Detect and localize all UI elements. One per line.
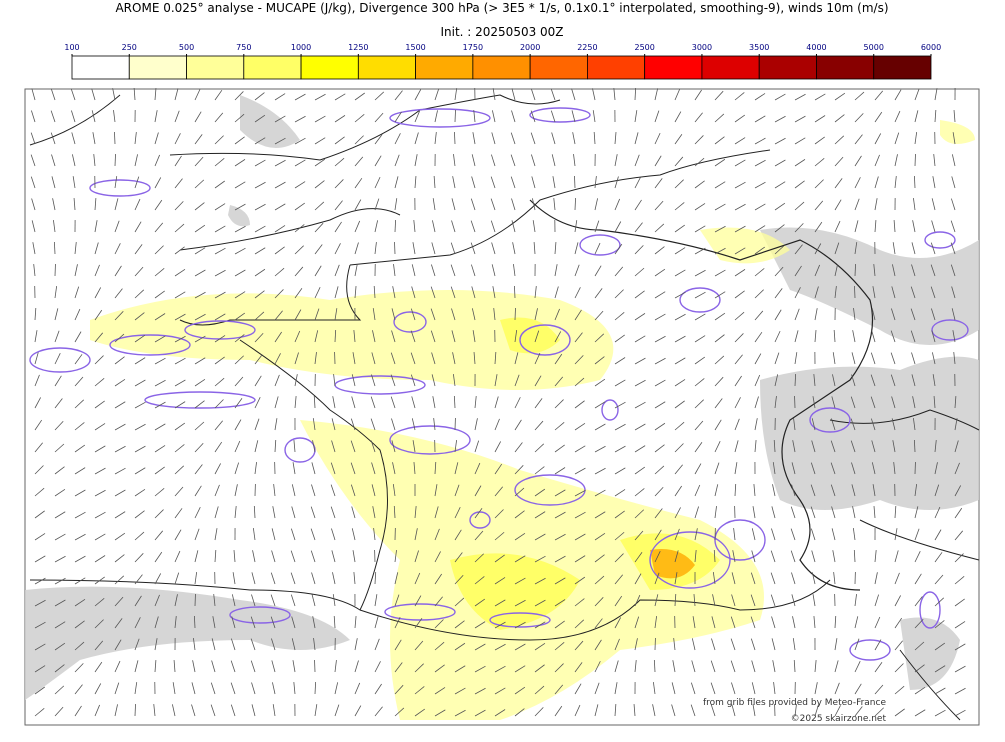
init-time: Init. : 20250503 00Z [440,25,563,39]
wind-barb [454,132,455,144]
colorbar-box [473,56,530,79]
colorbar-label: 750 [236,43,251,52]
wind-barb [854,286,855,298]
colorbar-label: 100 [64,43,79,52]
colorbar-label: 1250 [348,43,368,52]
colorbar-label: 1750 [463,43,483,52]
colorbar-box [129,56,186,79]
map: from grib files provided by Meteo-France… [25,88,979,725]
colorbar-box [587,56,644,79]
colorbar-label: 5000 [864,43,884,52]
colorbar-box [530,56,587,79]
colorbar-box [358,56,415,79]
title: AROME 0.025° analyse - MUCAPE (J/kg), Di… [115,1,888,15]
colorbar-label: 1500 [405,43,425,52]
copyright: ©2025 skairzone.net [791,714,887,724]
colorbar-box [645,56,702,79]
wind-barb [115,154,116,166]
colorbar-box [72,56,129,79]
colorbar-label: 2500 [634,43,654,52]
colorbar-box [702,56,759,79]
colorbar-label: 4000 [806,43,826,52]
wind-barb [114,132,115,144]
colorbar-label: 3500 [749,43,769,52]
colorbar-label: 6000 [921,43,941,52]
colorbar-box [759,56,816,79]
colorbar: 100 250 500 750 1000 1250 1500 1750 2000 2250 2500… [64,43,941,79]
colorbar-box [187,56,244,79]
colorbar-label: 2250 [577,43,597,52]
wind-barb [855,264,856,276]
colorbar-box [816,56,873,79]
colorbar-label: 500 [179,43,194,52]
colorbar-box [416,56,473,79]
wind-barb [574,176,575,188]
wind-barb [455,110,456,122]
colorbar-label: 250 [122,43,137,52]
wind-barb [135,704,136,716]
colorbar-label: 3000 [692,43,712,52]
wind-barb [575,198,576,210]
source-credit: from grib files provided by Meteo-France [703,698,886,708]
colorbar-label: 2000 [520,43,540,52]
colorbar-label: 1000 [291,43,311,52]
colorbar-box [301,56,358,79]
colorbar-box [874,56,931,79]
colorbar-box [244,56,301,79]
